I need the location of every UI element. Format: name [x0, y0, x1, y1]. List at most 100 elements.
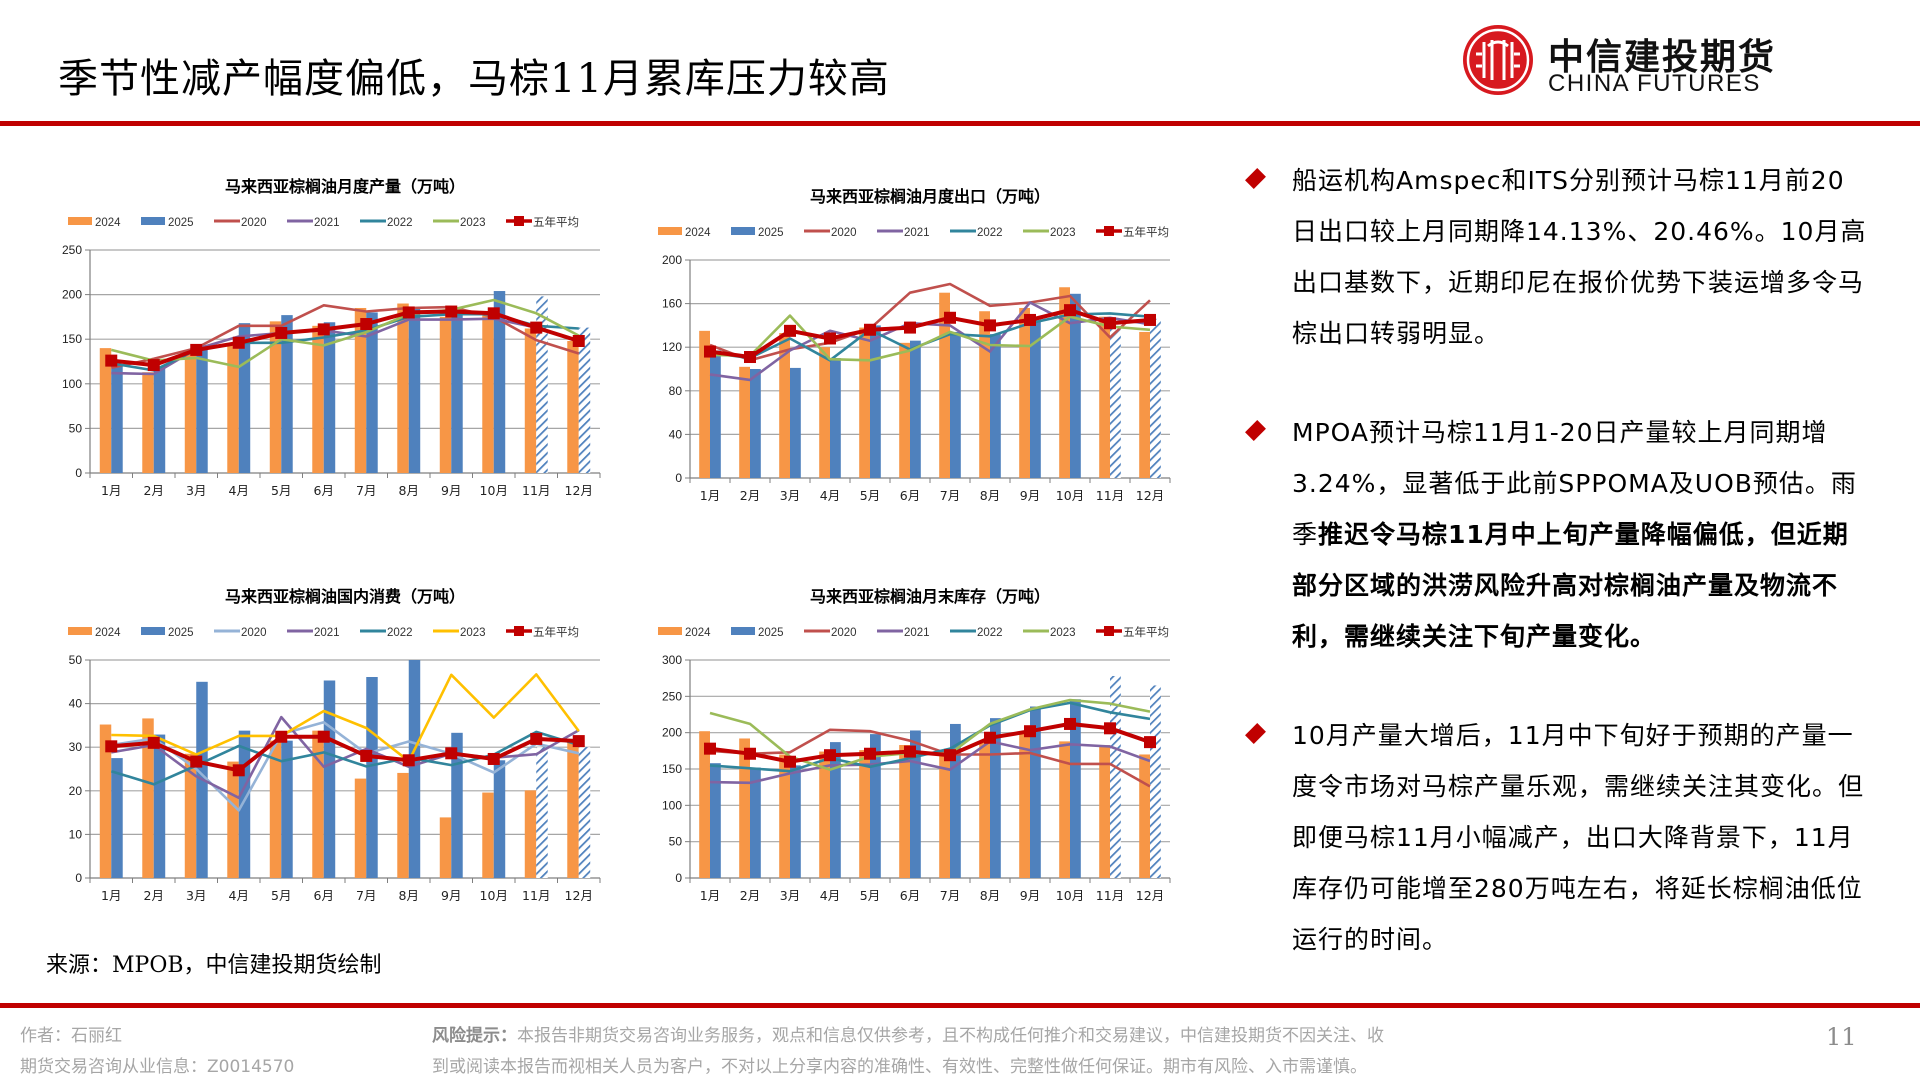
- x-tick-label: 12月: [565, 483, 593, 498]
- bar-2024-8月: [979, 311, 990, 478]
- x-tick-label: 6月: [900, 488, 920, 503]
- avg-marker-8月: [402, 306, 415, 319]
- avg-marker-3月: [784, 324, 796, 337]
- bar-2025-8月: [408, 307, 421, 473]
- legend-swatch: [731, 227, 755, 235]
- bar-2024-9月: [439, 817, 452, 878]
- x-tick-label: 3月: [780, 888, 800, 903]
- x-tick-label: 8月: [980, 888, 1000, 903]
- x-tick-label: 3月: [780, 488, 800, 503]
- bar-2024-11月: [524, 790, 537, 878]
- legend-item-2025: 2025: [731, 227, 784, 239]
- legend-item-2021: 2021: [287, 627, 340, 639]
- series-line-2023: [709, 314, 1151, 362]
- bar-2025-4月: [830, 358, 841, 478]
- legend-label: 2023: [1050, 627, 1076, 639]
- x-tick-label: 1月: [101, 483, 121, 498]
- y-tick-label: 80: [669, 384, 683, 398]
- bar-2025-2月: [153, 734, 166, 878]
- bar-2025-5月: [870, 734, 881, 878]
- x-tick-label: 12月: [565, 888, 593, 903]
- y-tick-label: 100: [62, 377, 82, 391]
- series-line-2022: [709, 701, 1151, 773]
- legend-label: 2021: [904, 227, 930, 239]
- bar-2024-1月: [699, 330, 710, 478]
- y-tick-label: 10: [69, 827, 83, 841]
- bar-2024-2月: [142, 718, 154, 878]
- legend-item-2021: 2021: [877, 227, 930, 239]
- y-tick-label: 0: [75, 466, 82, 480]
- x-tick-label: 9月: [1020, 488, 1040, 503]
- bar-2024-8月: [979, 741, 990, 878]
- y-tick-label: 0: [75, 871, 82, 885]
- legend-marker: [1104, 626, 1114, 636]
- page-number: 11: [1826, 1023, 1857, 1051]
- legend-label: 2025: [168, 627, 194, 639]
- x-tick-label: 11月: [1096, 888, 1124, 903]
- bar-2024-5月: [859, 327, 870, 478]
- x-tick-label: 12月: [1136, 888, 1164, 903]
- footer-divider: [0, 1003, 1920, 1008]
- avg-marker-5月: [864, 747, 876, 760]
- legend-item-2023: 2023: [1023, 227, 1076, 239]
- x-tick-label: 2月: [144, 483, 164, 498]
- x-tick-label: 3月: [186, 483, 206, 498]
- x-tick-label: 1月: [700, 888, 720, 903]
- avg-marker-1月: [105, 740, 118, 753]
- legend-item-2024: 2024: [68, 627, 121, 639]
- legend-label: 2024: [95, 217, 121, 229]
- bar-2025-10月: [493, 760, 506, 878]
- chart-title: 马来西亚棕榈油国内消费（万吨）: [225, 587, 465, 606]
- risk-warning-line2: 到或阅读本报告而视相关人员为客户，不对以上分享内容的准确性、有效性、完整性做任何…: [432, 1057, 1367, 1077]
- series-line-五年平均: [709, 308, 1151, 359]
- diamond-bullet-icon: [1245, 168, 1266, 189]
- chart-inventory-svg: 马来西亚棕榈油月末库存（万吨） 2024 2025 2020 2021 2022 2023 五…: [658, 587, 1171, 903]
- x-tick-label: 10月: [1056, 888, 1084, 903]
- bar-2025-7月: [366, 312, 378, 473]
- bar-2025-12月: [1150, 685, 1161, 878]
- x-tick-label: 11月: [1096, 488, 1124, 503]
- x-tick-label: 12月: [1136, 488, 1164, 503]
- avg-marker-6月: [317, 323, 330, 336]
- legend-label: 2020: [241, 217, 267, 229]
- bar-2024-3月: [779, 333, 790, 478]
- bar-2024-10月: [1059, 741, 1070, 878]
- legend-item-五年平均: 五年平均: [1096, 225, 1169, 239]
- bar-2025-3月: [790, 765, 801, 878]
- bar-2024-7月: [939, 753, 950, 878]
- bullet-text-bold: 推迟令马棕11月中上旬产量降幅偏低，但近期部分区域的洪涝风险升高对棕榈油产量及物…: [1292, 520, 1849, 651]
- y-tick-label: 40: [669, 427, 683, 441]
- legend-label: 2022: [977, 627, 1003, 639]
- y-tick-label: 250: [662, 689, 682, 703]
- x-tick-label: 6月: [314, 483, 334, 498]
- avg-marker-1月: [105, 354, 118, 367]
- bar-2025-5月: [870, 325, 881, 478]
- page-title: 季节性减产幅度偏低，马棕11月累库压力较高: [58, 56, 890, 102]
- legend-label: 2022: [977, 227, 1003, 239]
- bar-2025-9月: [451, 732, 463, 878]
- bar-2024-10月: [1059, 287, 1070, 478]
- legend-item-2023: 2023: [1023, 627, 1076, 639]
- series-line-2020: [111, 721, 580, 812]
- bar-2025-10月: [1070, 293, 1081, 478]
- bar-2025-3月: [196, 349, 208, 473]
- avg-marker-5月: [275, 326, 288, 339]
- legend-item-五年平均: 五年平均: [1096, 625, 1169, 639]
- avg-marker-8月: [984, 319, 996, 332]
- avg-marker-9月: [445, 305, 458, 318]
- avg-marker-4月: [232, 764, 245, 777]
- bar-2025-6月: [323, 322, 336, 473]
- bar-2024-2月: [739, 366, 750, 478]
- bar-2024-4月: [819, 751, 830, 878]
- avg-marker-4月: [824, 332, 836, 345]
- x-tick-label: 8月: [399, 888, 419, 903]
- logo-text-cn: 中信建投期货: [1548, 36, 1777, 78]
- legend-label: 2020: [241, 627, 267, 639]
- bar-2025-1月: [710, 763, 721, 878]
- bar-2024-7月: [354, 307, 367, 473]
- legend-item-2024: 2024: [658, 627, 711, 639]
- legend-label: 2025: [758, 227, 784, 239]
- avg-marker-2月: [744, 351, 756, 364]
- bar-2025-8月: [408, 660, 421, 878]
- chart-consumption: 马来西亚棕榈油国内消费（万吨） 2024 2025 2020 2021 2022 2023 五…: [40, 580, 610, 920]
